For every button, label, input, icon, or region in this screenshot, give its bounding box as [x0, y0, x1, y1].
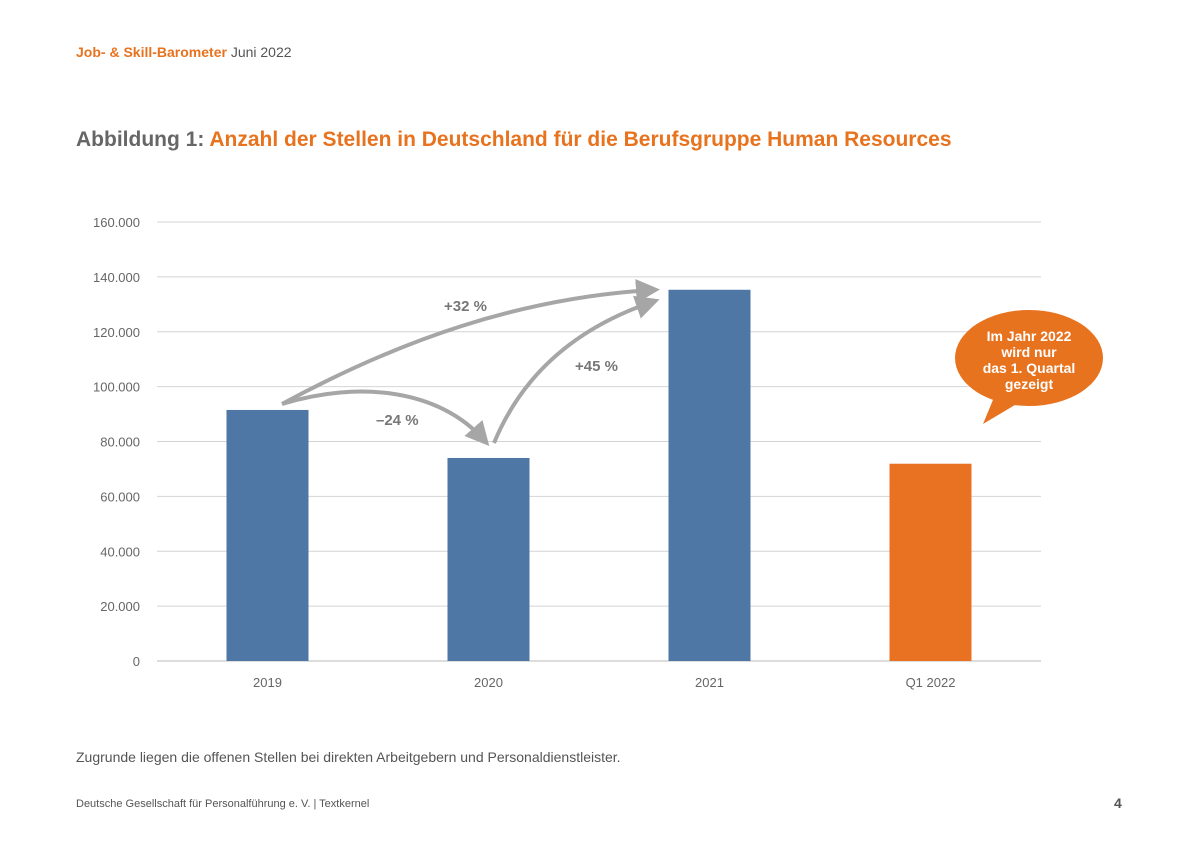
y-tick-label: 40.000: [100, 544, 140, 559]
x-tick-label: 2020: [474, 675, 503, 690]
arrow-2019-2020: [281, 389, 490, 447]
callout-line-4: gezeigt: [1005, 376, 1054, 392]
y-tick-label: 0: [133, 654, 140, 669]
arrow-2020-2021: [492, 295, 660, 444]
label-change-2019-2020: –24 %: [376, 412, 419, 429]
x-tick-label: 2021: [695, 675, 724, 690]
arrow-2019-2021: [281, 278, 660, 406]
bar-2019: [226, 409, 309, 661]
callout-line-3: das 1. Quartal: [983, 360, 1076, 376]
y-tick-label: 140.000: [93, 270, 140, 285]
figure-title: Abbildung 1: Anzahl der Stellen in Deuts…: [76, 128, 952, 152]
callout-line-1: Im Jahr 2022: [987, 328, 1072, 344]
callout-bubble: Im Jahr 2022 wird nur das 1. Quartal gez…: [955, 310, 1103, 424]
chart-note: Zugrunde liegen die offenen Stellen bei …: [76, 749, 621, 765]
x-tick-label: Q1 2022: [906, 675, 956, 690]
callout-line-2: wird nur: [1000, 344, 1057, 360]
y-tick-label: 100.000: [93, 380, 140, 395]
report-brand: Job- & Skill-Barometer: [76, 44, 227, 60]
x-tick-label: 2019: [253, 675, 282, 690]
figure-prefix: Abbildung 1:: [76, 128, 205, 151]
label-change-2020-2021: +45 %: [575, 358, 618, 375]
footer-text: Deutsche Gesellschaft für Personalführun…: [76, 798, 370, 810]
y-tick-label: 60.000: [100, 489, 140, 504]
figure-title-text: Anzahl der Stellen in Deutschland für di…: [209, 128, 952, 151]
page-number: 4: [1114, 795, 1122, 811]
y-tick-label: 80.000: [100, 435, 140, 450]
report-header: Job- & Skill-Barometer Juni 2022: [76, 44, 292, 60]
bar-2020: [447, 457, 530, 661]
label-change-2019-2021: +32 %: [444, 298, 487, 315]
y-tick-label: 160.000: [93, 215, 140, 230]
y-tick-label: 20.000: [100, 599, 140, 614]
bar-2021: [668, 289, 751, 661]
bar-q1-2022: [889, 463, 972, 661]
y-tick-label: 120.000: [93, 325, 140, 340]
report-date: Juni 2022: [230, 44, 292, 60]
